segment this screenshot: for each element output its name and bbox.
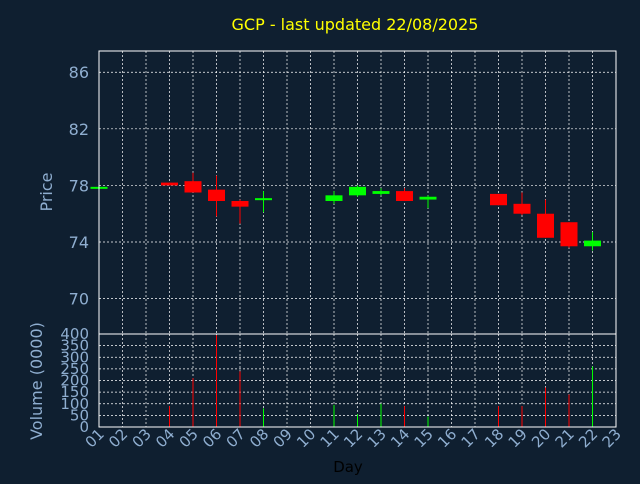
candle-body [584, 240, 601, 247]
candle-body [208, 189, 225, 201]
x-tick-labels: 0102030405060708091011121314151617181920… [82, 425, 625, 451]
candle-body [490, 193, 507, 206]
volume-y-tick-label: 200 [60, 372, 89, 390]
price-y-tick-label: 70 [69, 290, 89, 309]
candle-body [396, 191, 413, 201]
x-axis-label: Day [333, 458, 363, 476]
volume-axis-label: Volume (0000) [27, 322, 46, 440]
candlestick-series [90, 172, 601, 251]
candle-body [325, 195, 343, 201]
candle-body [372, 191, 390, 194]
price-y-tick-label: 86 [69, 63, 89, 82]
price-y-tick-labels: 70 74 78 82 86 [69, 63, 89, 308]
volume-y-tick-label: 100 [60, 395, 89, 413]
volume-y-tick-label: 350 [60, 337, 89, 355]
volume-series [169, 335, 593, 427]
candle-body [161, 182, 178, 186]
price-axis-label: Price [37, 172, 56, 211]
candle-body [419, 196, 437, 200]
candle-body [349, 186, 366, 196]
candle-body [513, 203, 531, 214]
price-y-tick-label: 82 [69, 120, 89, 139]
volume-y-tick-label: 400 [60, 325, 89, 343]
price-y-tick-label: 74 [69, 233, 89, 252]
volume-y-tick-label: 50 [70, 406, 89, 424]
volume-panel-frame [98, 333, 617, 428]
volume-y-tick-label: 150 [60, 383, 89, 401]
candle-body [255, 198, 272, 201]
candle-body [560, 222, 578, 247]
volume-y-tick-label: 250 [60, 360, 89, 378]
chart-title: GCP - last updated 22/08/2025 [232, 15, 479, 34]
candle-body [537, 213, 554, 238]
candle-body [184, 181, 202, 193]
price-y-tick-label: 78 [69, 176, 89, 195]
candle-body [231, 200, 249, 207]
volume-y-tick-label: 0 [79, 418, 89, 436]
volume-y-tick-label: 300 [60, 348, 89, 366]
